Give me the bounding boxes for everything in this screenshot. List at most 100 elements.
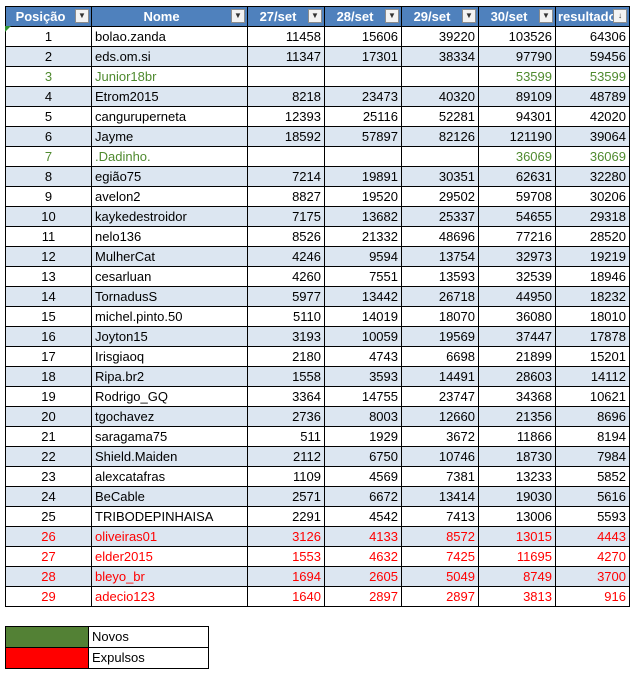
result-cell[interactable]: 15201 (555, 346, 630, 367)
score-30set-cell[interactable]: 89109 (478, 86, 556, 107)
score-28set-cell[interactable]: 1929 (324, 426, 402, 447)
score-29set-cell[interactable]: 7413 (401, 506, 479, 527)
result-cell[interactable]: 4443 (555, 526, 630, 547)
result-cell[interactable]: 17878 (555, 326, 630, 347)
score-29set-cell[interactable]: 29502 (401, 186, 479, 207)
score-30set-cell[interactable]: 62631 (478, 166, 556, 187)
position-cell[interactable]: 20 (5, 406, 92, 427)
position-cell[interactable]: 9 (5, 186, 92, 207)
position-cell[interactable]: 6 (5, 126, 92, 147)
score-29set-cell[interactable]: 39220 (401, 26, 479, 47)
result-cell[interactable]: 18010 (555, 306, 630, 327)
score-28set-cell[interactable]: 10059 (324, 326, 402, 347)
position-cell[interactable]: 23 (5, 466, 92, 487)
score-27set-cell[interactable]: 5977 (247, 286, 325, 307)
score-28set-cell[interactable]: 7551 (324, 266, 402, 287)
name-cell[interactable]: avelon2 (91, 186, 248, 207)
score-28set-cell[interactable]: 25116 (324, 106, 402, 127)
position-cell[interactable]: 14 (5, 286, 92, 307)
name-cell[interactable]: eds.om.si (91, 46, 248, 67)
result-cell[interactable]: 28520 (555, 226, 630, 247)
score-29set-cell[interactable]: 48696 (401, 226, 479, 247)
score-29set-cell[interactable]: 19569 (401, 326, 479, 347)
result-cell[interactable]: 3700 (555, 566, 630, 587)
score-28set-cell[interactable]: 19891 (324, 166, 402, 187)
position-cell[interactable]: 21 (5, 426, 92, 447)
score-30set-cell[interactable]: 97790 (478, 46, 556, 67)
score-29set-cell[interactable]: 23747 (401, 386, 479, 407)
position-cell[interactable]: 28 (5, 566, 92, 587)
score-29set-cell[interactable]: 5049 (401, 566, 479, 587)
score-30set-cell[interactable]: 8749 (478, 566, 556, 587)
name-cell[interactable]: TornadusS (91, 286, 248, 307)
score-30set-cell[interactable]: 103526 (478, 26, 556, 47)
score-27set-cell[interactable]: 2736 (247, 406, 325, 427)
score-29set-cell[interactable]: 18070 (401, 306, 479, 327)
score-30set-cell[interactable]: 44950 (478, 286, 556, 307)
name-cell[interactable]: Irisgiaoq (91, 346, 248, 367)
result-cell[interactable]: 18232 (555, 286, 630, 307)
score-27set-cell[interactable]: 1553 (247, 546, 325, 567)
name-cell[interactable]: saragama75 (91, 426, 248, 447)
score-29set-cell[interactable]: 26718 (401, 286, 479, 307)
score-30set-cell[interactable]: 32973 (478, 246, 556, 267)
name-cell[interactable]: egião75 (91, 166, 248, 187)
name-cell[interactable]: elder2015 (91, 546, 248, 567)
score-27set-cell[interactable]: 18592 (247, 126, 325, 147)
position-cell[interactable]: 4 (5, 86, 92, 107)
score-28set-cell[interactable]: 14019 (324, 306, 402, 327)
name-cell[interactable]: michel.pinto.50 (91, 306, 248, 327)
position-cell[interactable]: 10 (5, 206, 92, 227)
filter-dropdown-icon[interactable]: ▼ (308, 9, 322, 23)
result-cell[interactable]: 5852 (555, 466, 630, 487)
result-cell[interactable]: 19219 (555, 246, 630, 267)
score-27set-cell[interactable]: 8827 (247, 186, 325, 207)
score-28set-cell[interactable]: 6672 (324, 486, 402, 507)
score-28set-cell[interactable]: 4542 (324, 506, 402, 527)
score-27set-cell[interactable]: 7214 (247, 166, 325, 187)
score-30set-cell[interactable]: 19030 (478, 486, 556, 507)
score-30set-cell[interactable]: 13006 (478, 506, 556, 527)
score-28set-cell[interactable]: 21332 (324, 226, 402, 247)
name-cell[interactable]: TRIBODEPINHAISA (91, 506, 248, 527)
score-29set-cell[interactable]: 2897 (401, 586, 479, 607)
position-cell[interactable]: 3 (5, 66, 92, 87)
result-cell[interactable]: 4270 (555, 546, 630, 567)
score-30set-cell[interactable]: 34368 (478, 386, 556, 407)
score-29set-cell[interactable]: 52281 (401, 106, 479, 127)
score-30set-cell[interactable]: 77216 (478, 226, 556, 247)
name-cell[interactable]: canguruperneta (91, 106, 248, 127)
score-29set-cell[interactable]: 3672 (401, 426, 479, 447)
name-cell[interactable]: Jayme (91, 126, 248, 147)
score-29set-cell[interactable]: 8572 (401, 526, 479, 547)
result-cell[interactable]: 18946 (555, 266, 630, 287)
result-cell[interactable]: 48789 (555, 86, 630, 107)
name-cell[interactable]: adecio123 (91, 586, 248, 607)
score-28set-cell[interactable]: 4569 (324, 466, 402, 487)
result-cell[interactable]: 29318 (555, 206, 630, 227)
score-27set-cell[interactable]: 3193 (247, 326, 325, 347)
score-27set-cell[interactable]: 5110 (247, 306, 325, 327)
score-27set-cell[interactable]: 2291 (247, 506, 325, 527)
score-27set-cell[interactable]: 3126 (247, 526, 325, 547)
position-cell[interactable]: 26 (5, 526, 92, 547)
score-28set-cell[interactable]: 3593 (324, 366, 402, 387)
name-cell[interactable]: Shield.Maiden (91, 446, 248, 467)
score-30set-cell[interactable]: 11866 (478, 426, 556, 447)
score-28set-cell[interactable]: 4133 (324, 526, 402, 547)
sort-descending-filter-icon[interactable]: ↓ (613, 9, 627, 23)
filter-dropdown-icon[interactable]: ▼ (231, 9, 245, 23)
score-27set-cell[interactable] (247, 66, 325, 87)
score-29set-cell[interactable]: 12660 (401, 406, 479, 427)
name-cell[interactable]: tgochavez (91, 406, 248, 427)
position-cell[interactable]: 11 (5, 226, 92, 247)
name-cell[interactable]: Ripa.br2 (91, 366, 248, 387)
result-cell[interactable]: 916 (555, 586, 630, 607)
score-30set-cell[interactable]: 54655 (478, 206, 556, 227)
name-cell[interactable]: oliveiras01 (91, 526, 248, 547)
score-30set-cell[interactable]: 53599 (478, 66, 556, 87)
score-29set-cell[interactable]: 7425 (401, 546, 479, 567)
score-27set-cell[interactable]: 11347 (247, 46, 325, 67)
name-cell[interactable]: Joyton15 (91, 326, 248, 347)
score-27set-cell[interactable]: 2180 (247, 346, 325, 367)
